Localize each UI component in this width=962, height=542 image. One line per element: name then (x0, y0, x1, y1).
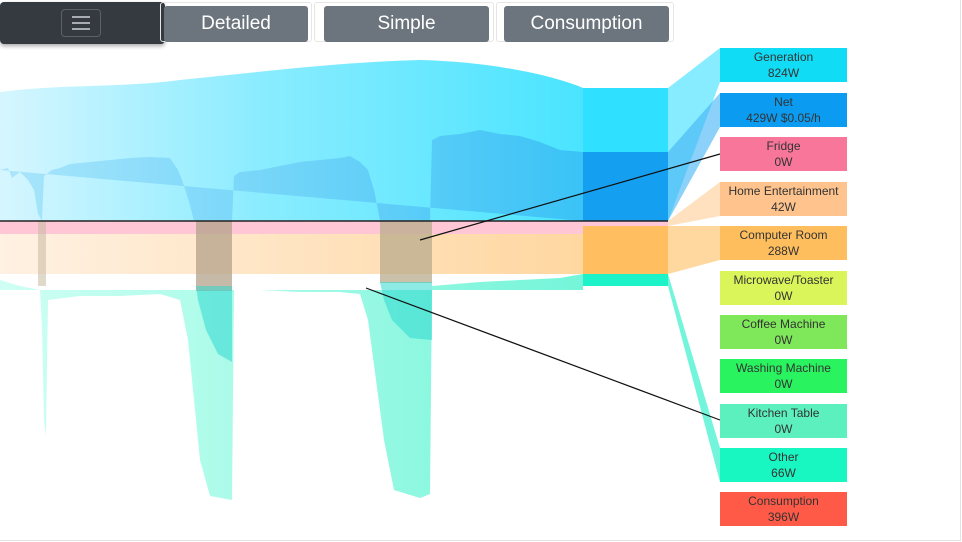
computer-room-flow-ribbon (668, 226, 720, 274)
legend-value: 0W (774, 155, 793, 169)
legend-generation[interactable]: Generation 824W (720, 48, 847, 82)
overlap-band-3 (38, 221, 46, 286)
legend-value: 66W (771, 466, 796, 480)
net-current-block (583, 152, 668, 221)
legend-washing-machine[interactable]: Washing Machine 0W (720, 359, 847, 393)
legend-net[interactable]: Net 429W $0.05/h (720, 93, 847, 127)
legend-label: Microwave/Toaster (733, 273, 834, 287)
legend-value: 396W (767, 510, 800, 524)
legend-consumption[interactable]: Consumption 396W (720, 492, 847, 526)
legend-fridge[interactable]: Fridge 0W (720, 137, 847, 171)
menu-toggle-button[interactable] (0, 2, 165, 44)
tab-simple-wrapper: Simple (314, 2, 494, 42)
tab-detailed-wrapper: Detailed (160, 2, 312, 42)
overlap-band-1 (196, 221, 232, 291)
legend-value: 0W (774, 289, 793, 303)
tab-consumption[interactable]: Consumption (504, 6, 669, 42)
computer-room-current-block (583, 226, 668, 274)
legend-kitchen-table[interactable]: Kitchen Table 0W (720, 404, 847, 438)
tab-consumption-wrapper: Consumption (496, 2, 674, 42)
legend-label: Fridge (766, 139, 801, 153)
legend-other[interactable]: Other 66W (720, 448, 847, 482)
overlap-fade-2 (380, 282, 432, 340)
legend-label: Coffee Machine (741, 317, 826, 331)
home-entertainment-flow-ribbon (668, 182, 720, 226)
legend-label: Home Entertainment (728, 184, 839, 198)
tab-detailed[interactable]: Detailed (164, 6, 308, 42)
other-current-block (583, 274, 668, 286)
net-flow-ribbon (668, 93, 720, 221)
legend-coffee-machine[interactable]: Coffee Machine 0W (720, 315, 847, 349)
kitchen-table-leader-line (365, 287, 721, 421)
legend-microwave-toaster[interactable]: Microwave/Toaster 0W (720, 271, 847, 305)
net-area (0, 130, 583, 221)
legend-label: Kitchen Table (747, 406, 820, 420)
overlap-band-2 (380, 221, 432, 283)
legend-value: 288W (767, 244, 800, 258)
overlap-fade-1 (196, 286, 232, 362)
legend-home-entertainment[interactable]: Home Entertainment 42W (720, 182, 847, 216)
legend-label: Net (774, 95, 793, 109)
legend-value: 0W (774, 422, 793, 436)
computer-room-band (0, 234, 583, 274)
legend-label: Consumption (748, 494, 819, 508)
legend-value: 0W (774, 333, 793, 347)
legend-label: Washing Machine (736, 361, 831, 375)
legend-label: Computer Room (739, 228, 828, 242)
hamburger-icon[interactable] (61, 9, 101, 37)
legend-value: 42W (771, 200, 796, 214)
legend-label: Generation (753, 50, 814, 64)
tab-simple[interactable]: Simple (324, 6, 489, 42)
fridge-leader-line (419, 153, 721, 241)
other-flow-ribbon (668, 274, 720, 482)
legend-value: 824W (767, 66, 800, 80)
legend-computer-room[interactable]: Computer Room 288W (720, 226, 847, 260)
legend-label: Other (768, 450, 799, 464)
other-area (0, 274, 583, 500)
fridge-strip (0, 221, 668, 234)
legend-value: 429W $0.05/h (746, 111, 821, 125)
legend-value: 0W (774, 377, 793, 391)
